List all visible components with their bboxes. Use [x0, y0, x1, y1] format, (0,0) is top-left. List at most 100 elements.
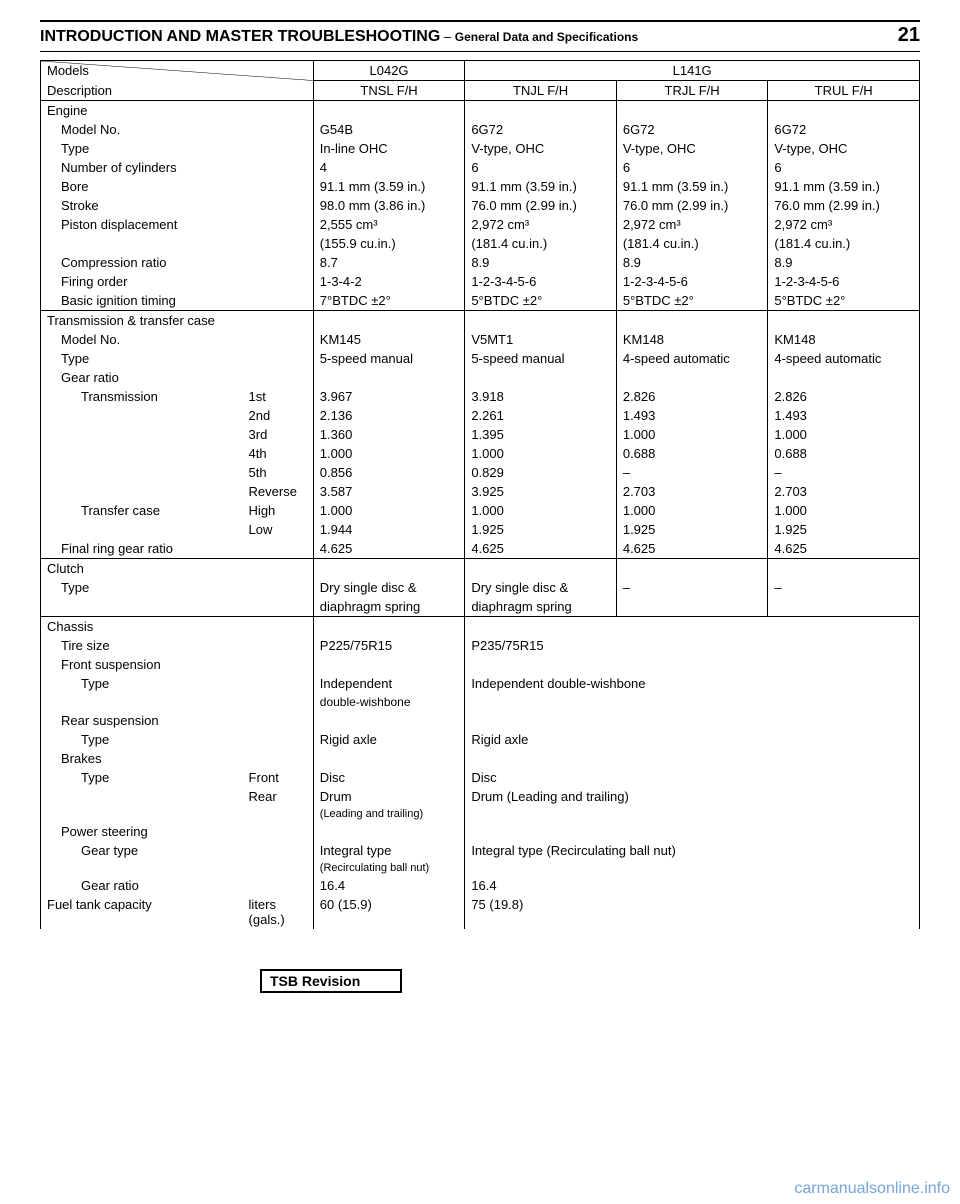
- cell: 3.587: [313, 482, 465, 501]
- cell: 2.703: [768, 482, 920, 501]
- models-cell: Models: [41, 61, 314, 81]
- cell: 2,972 cm³: [465, 215, 617, 234]
- cell: 1.944: [313, 520, 465, 539]
- row-label: Stroke: [41, 196, 314, 215]
- row-label: Piston displacement: [41, 215, 314, 234]
- row-label: Gear ratio: [41, 368, 314, 387]
- row-label: Firing order: [41, 272, 314, 291]
- cell: Disc: [465, 768, 920, 787]
- cell: 2.136: [313, 406, 465, 425]
- page-number: 21: [898, 24, 920, 47]
- cell: 1.000: [616, 425, 768, 444]
- cell: P225/75R15: [313, 636, 465, 655]
- row-label: Fuel tank capacity: [41, 895, 243, 929]
- cell: 91.1 mm (3.59 in.): [313, 177, 465, 196]
- cell: 16.4: [313, 876, 465, 895]
- cell: (181.4 cu.in.): [616, 234, 768, 253]
- cell: Dry single disc &: [465, 578, 617, 597]
- col-l141g: L141G: [465, 61, 920, 81]
- cell: 1-2-3-4-5-6: [465, 272, 617, 291]
- gear-label: Reverse: [243, 482, 314, 501]
- cell: 6G72: [465, 120, 617, 139]
- row-label: Type: [41, 730, 314, 749]
- engine-heading: Engine: [41, 101, 314, 121]
- cell: 1.493: [768, 406, 920, 425]
- cell: Independent double-wishbone: [465, 674, 920, 693]
- page-header: INTRODUCTION AND MASTER TROUBLESHOOTING …: [40, 24, 920, 52]
- cell: –: [616, 578, 768, 597]
- cell: 0.829: [465, 463, 617, 482]
- cell: 1.000: [768, 425, 920, 444]
- cell: 1.925: [465, 520, 617, 539]
- cell: V-type, OHC: [768, 139, 920, 158]
- cell: Drum (Leading and trailing): [465, 787, 920, 806]
- cell: 4: [313, 158, 465, 177]
- header-title: INTRODUCTION AND MASTER TROUBLESHOOTING: [40, 28, 440, 45]
- cell: P235/75R15: [465, 636, 920, 655]
- row-label: Brakes: [41, 749, 314, 768]
- row-label: Basic ignition timing: [41, 291, 314, 311]
- cell: 4-speed automatic: [616, 349, 768, 368]
- row-label: Transmission: [41, 387, 243, 406]
- cell: 5-speed manual: [313, 349, 465, 368]
- cell: –: [768, 463, 920, 482]
- subcol-trul: TRUL F/H: [768, 81, 920, 101]
- row-label: Final ring gear ratio: [41, 539, 314, 559]
- trans-heading: Transmission & transfer case: [41, 311, 314, 331]
- cell: 1-2-3-4-5-6: [616, 272, 768, 291]
- clutch-heading: Clutch: [41, 559, 314, 579]
- cell: V-type, OHC: [465, 139, 617, 158]
- header-subtitle: General Data and Specifications: [455, 30, 638, 44]
- cell: Integral type: [313, 841, 465, 860]
- cell: Rigid axle: [313, 730, 465, 749]
- row-label: Model No.: [41, 330, 314, 349]
- cell: 76.0 mm (2.99 in.): [616, 196, 768, 215]
- cell: double-wishbone: [313, 693, 465, 711]
- cell: 91.1 mm (3.59 in.): [465, 177, 617, 196]
- cell: 5°BTDC ±2°: [616, 291, 768, 311]
- row-label: Transfer case: [41, 501, 243, 520]
- cell: 1.000: [768, 501, 920, 520]
- subcol-tnjl: TNJL F/H: [465, 81, 617, 101]
- cell: 8.9: [616, 253, 768, 272]
- cell: 60 (15.9): [313, 895, 465, 929]
- sub-label: Rear: [243, 787, 314, 806]
- cell: diaphragm spring: [313, 597, 465, 617]
- unit-label: liters (gals.): [243, 895, 314, 929]
- cell: 91.1 mm (3.59 in.): [616, 177, 768, 196]
- cell: V5MT1: [465, 330, 617, 349]
- cell: 5°BTDC ±2°: [465, 291, 617, 311]
- cell: Disc: [313, 768, 465, 787]
- top-rule: [40, 20, 920, 22]
- cell: In-line OHC: [313, 139, 465, 158]
- row-label: Model No.: [41, 120, 314, 139]
- cell: (181.4 cu.in.): [465, 234, 617, 253]
- gear-label: 2nd: [243, 406, 314, 425]
- cell: 1.000: [465, 501, 617, 520]
- cell: diaphragm spring: [465, 597, 617, 617]
- cell: 2,972 cm³: [616, 215, 768, 234]
- tsb-revision-box: TSB Revision: [260, 969, 402, 993]
- cell: KM145: [313, 330, 465, 349]
- cell: 6: [465, 158, 617, 177]
- cell: 75 (19.8): [465, 895, 920, 929]
- row-label: Tire size: [41, 636, 314, 655]
- cell: 2,555 cm³: [313, 215, 465, 234]
- gear-label: 4th: [243, 444, 314, 463]
- gear-label: Low: [243, 520, 314, 539]
- cell: [768, 597, 920, 617]
- cell: 76.0 mm (2.99 in.): [768, 196, 920, 215]
- cell: 8.9: [465, 253, 617, 272]
- cell: (Leading and trailing): [313, 806, 465, 822]
- cell: 4.625: [616, 539, 768, 559]
- gear-label: High: [243, 501, 314, 520]
- cell: 1.000: [465, 444, 617, 463]
- cell: –: [616, 463, 768, 482]
- cell: Integral type (Recirculating ball nut): [465, 841, 920, 860]
- spec-table: Models L042G L141G Description TNSL F/H …: [40, 60, 920, 929]
- cell: 5-speed manual: [465, 349, 617, 368]
- row-label: Number of cylinders: [41, 158, 314, 177]
- row-label: [41, 860, 314, 876]
- cell: 4-speed automatic: [768, 349, 920, 368]
- row-label: Front suspension: [41, 655, 314, 674]
